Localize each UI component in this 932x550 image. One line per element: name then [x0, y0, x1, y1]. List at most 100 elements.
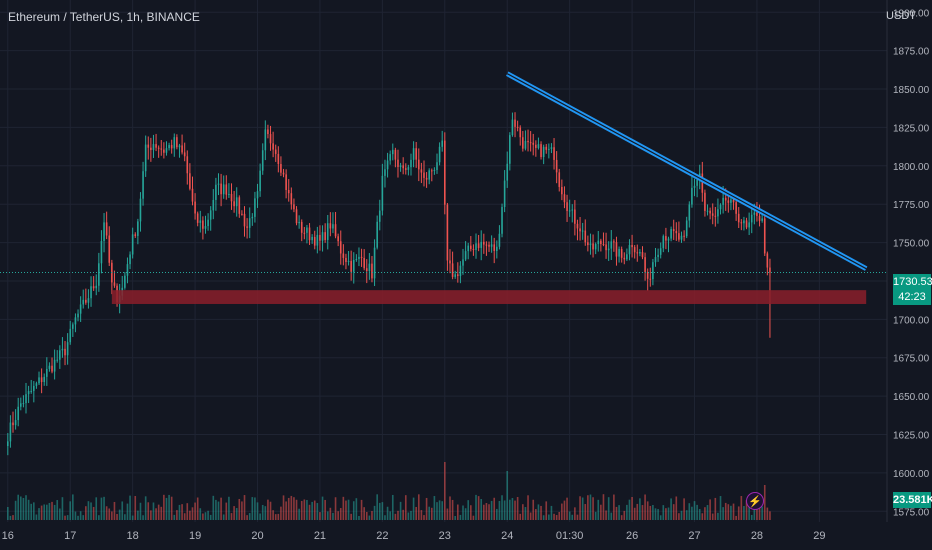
candle-body [168, 145, 170, 149]
candle-body [724, 197, 727, 201]
volume-bar [662, 505, 665, 520]
candle-body [399, 165, 402, 167]
candle-body [365, 268, 368, 271]
candle-body [287, 189, 290, 194]
volume-bar [142, 515, 144, 520]
candle-body [628, 244, 631, 255]
volume-bar [376, 494, 378, 520]
candle-body [178, 145, 181, 148]
volume-bar [316, 503, 319, 520]
volume-bar [548, 514, 550, 520]
candle-body [38, 377, 40, 384]
volume-bar [35, 514, 38, 520]
volume-bar [360, 499, 363, 520]
candle-body [464, 251, 467, 260]
volume-bar [644, 494, 646, 520]
candle-body [251, 216, 254, 219]
x-tick-label: 22 [376, 530, 388, 542]
volume-bar [43, 504, 46, 520]
volume-bar [498, 500, 501, 520]
volume-bar [105, 506, 108, 520]
volume-bar [740, 495, 743, 520]
volume-bar [186, 503, 189, 520]
candle-body [277, 153, 280, 164]
volume-bar [173, 514, 176, 520]
candle-body [134, 234, 137, 236]
candle-body [462, 259, 464, 266]
volume-bar [98, 515, 100, 520]
volume-bar [691, 506, 693, 520]
candle-body [95, 285, 98, 289]
volume-bar [761, 506, 763, 520]
volume-bar [150, 510, 152, 520]
volume-bar [202, 513, 204, 520]
candle-body [147, 144, 150, 148]
candle-body [644, 257, 646, 273]
volume-bar [522, 504, 524, 520]
candle-body [56, 359, 59, 361]
volume-bar [287, 497, 290, 520]
candle-body [646, 272, 649, 279]
candle-body [43, 376, 46, 383]
volume-bar [698, 508, 701, 520]
volume-bar [657, 509, 659, 520]
candle-body [61, 348, 64, 351]
candle-body [384, 169, 386, 176]
volume-bar [38, 508, 40, 520]
candle-body [763, 218, 766, 254]
candle-body [561, 186, 563, 195]
volume-bar [324, 499, 326, 520]
candle-body [683, 235, 685, 237]
volume-bar [646, 501, 649, 520]
candle-body [436, 162, 438, 170]
volume-bar [649, 505, 652, 520]
volume-bar [160, 506, 163, 520]
candle-body [610, 241, 613, 249]
x-tick-label: 28 [751, 530, 763, 542]
volume-bar [459, 514, 462, 520]
y-tick-label: 1625.00 [893, 430, 930, 441]
candle-body [696, 179, 698, 186]
volume-bar [144, 496, 147, 520]
grid-lines [0, 0, 887, 522]
candle-body [566, 202, 568, 211]
candle-body [691, 187, 693, 205]
volume-bar [217, 501, 220, 520]
volume-bar [233, 506, 235, 520]
candle-body [722, 197, 724, 205]
candle-body [173, 137, 176, 149]
candle-body [108, 235, 111, 263]
candle-body [600, 240, 602, 245]
volume-bar [615, 506, 618, 520]
candle-body [6, 441, 9, 447]
candle-body [446, 204, 449, 261]
volume-bar [386, 506, 389, 520]
candle-body [225, 184, 228, 195]
volume-bar [51, 501, 53, 520]
volume-bar [425, 497, 428, 520]
volume-bar [64, 515, 66, 520]
currency-label[interactable]: USDT [886, 10, 916, 22]
candle-body [194, 201, 196, 214]
candle-body [641, 252, 644, 258]
candle-body [113, 282, 116, 286]
volume-bar [230, 513, 233, 520]
volume-bar [181, 504, 183, 520]
symbol-title[interactable]: Ethereum / TetherUS, 1h, BINANCE [8, 10, 200, 24]
candle-body [40, 377, 43, 383]
volume-bar [472, 515, 475, 520]
candle-body [12, 422, 14, 426]
volume-bar [652, 505, 654, 520]
volume-bar [225, 502, 228, 520]
candle-body [256, 191, 259, 199]
candle-body [730, 199, 732, 203]
volume-bar [576, 514, 579, 520]
volume-bar [641, 505, 644, 520]
candle-body [623, 257, 626, 260]
lightning-icon[interactable]: ⚡ [746, 492, 764, 510]
time-axis[interactable]: 16 17 18 19 20 21 22 23 24 01:30 26 27 28 29 [2, 530, 826, 542]
volume-bars [6, 462, 771, 520]
volume-bar [347, 499, 350, 520]
candle-body [407, 167, 410, 170]
